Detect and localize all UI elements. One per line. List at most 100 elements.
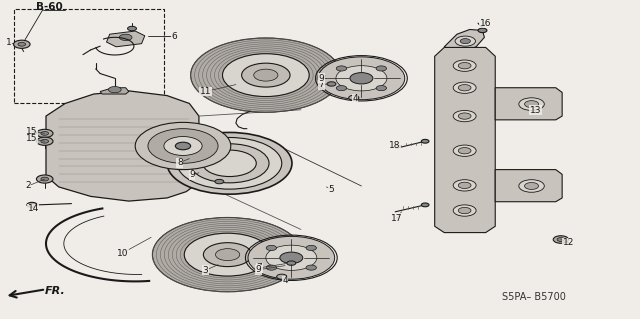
Bar — [14, 9, 164, 103]
Circle shape — [453, 205, 476, 216]
Text: 13: 13 — [530, 106, 541, 115]
Polygon shape — [435, 48, 495, 233]
Circle shape — [553, 236, 568, 243]
Circle shape — [458, 63, 471, 69]
Text: 15: 15 — [26, 134, 38, 143]
Polygon shape — [444, 29, 484, 51]
Circle shape — [280, 252, 303, 263]
Circle shape — [318, 57, 404, 100]
Text: 18: 18 — [390, 141, 401, 150]
Text: 14: 14 — [28, 204, 39, 213]
Circle shape — [276, 274, 287, 279]
Text: 9: 9 — [189, 170, 195, 180]
Circle shape — [306, 265, 316, 270]
Circle shape — [376, 85, 387, 91]
Circle shape — [108, 86, 121, 93]
Circle shape — [175, 142, 191, 150]
Polygon shape — [100, 88, 129, 94]
Circle shape — [223, 54, 309, 97]
Circle shape — [453, 110, 476, 122]
Text: 9: 9 — [255, 265, 261, 274]
Text: B-60: B-60 — [36, 3, 63, 12]
Circle shape — [336, 85, 347, 91]
Circle shape — [216, 249, 240, 261]
Circle shape — [18, 42, 26, 46]
Text: 3: 3 — [202, 266, 208, 275]
Circle shape — [41, 139, 49, 143]
Circle shape — [287, 261, 296, 265]
Circle shape — [36, 137, 53, 145]
Circle shape — [152, 218, 303, 292]
Circle shape — [27, 202, 37, 207]
Circle shape — [336, 66, 387, 91]
Polygon shape — [46, 91, 199, 201]
Circle shape — [458, 207, 471, 214]
Polygon shape — [495, 88, 562, 120]
Text: 4: 4 — [282, 276, 288, 285]
Circle shape — [177, 137, 282, 189]
Circle shape — [421, 203, 429, 207]
Circle shape — [248, 236, 335, 279]
Circle shape — [557, 238, 564, 241]
Text: 16: 16 — [480, 19, 492, 28]
Circle shape — [266, 245, 317, 271]
Text: 8: 8 — [177, 158, 182, 167]
Circle shape — [253, 69, 278, 81]
Circle shape — [478, 28, 487, 33]
Circle shape — [13, 40, 30, 48]
Circle shape — [458, 182, 471, 189]
Text: 7: 7 — [318, 80, 324, 89]
Circle shape — [458, 85, 471, 91]
Text: 6: 6 — [172, 32, 177, 41]
Text: FR.: FR. — [45, 286, 66, 296]
Circle shape — [119, 34, 132, 41]
Text: 10: 10 — [116, 249, 128, 257]
Circle shape — [242, 63, 290, 87]
Circle shape — [336, 66, 347, 71]
Circle shape — [164, 137, 202, 155]
Text: 7: 7 — [257, 263, 262, 272]
Circle shape — [266, 265, 276, 270]
Text: 2: 2 — [26, 182, 31, 190]
Circle shape — [453, 82, 476, 93]
Circle shape — [203, 150, 256, 176]
Circle shape — [525, 100, 539, 108]
Circle shape — [135, 122, 231, 170]
Circle shape — [349, 95, 359, 100]
Circle shape — [41, 131, 49, 135]
Text: 11: 11 — [200, 87, 211, 96]
Circle shape — [458, 113, 471, 119]
Polygon shape — [495, 170, 562, 202]
Circle shape — [519, 180, 544, 192]
Circle shape — [519, 98, 544, 110]
Circle shape — [525, 182, 539, 189]
Circle shape — [191, 38, 341, 112]
Circle shape — [455, 36, 476, 46]
Circle shape — [266, 245, 276, 250]
Circle shape — [41, 177, 49, 181]
Circle shape — [421, 139, 429, 143]
Circle shape — [190, 144, 269, 183]
Text: 1: 1 — [6, 38, 12, 47]
Text: 4: 4 — [352, 94, 358, 103]
Circle shape — [36, 129, 53, 137]
Circle shape — [148, 129, 218, 163]
Circle shape — [204, 243, 252, 267]
Text: 9: 9 — [318, 74, 324, 83]
Polygon shape — [106, 31, 145, 47]
Circle shape — [127, 26, 136, 31]
Circle shape — [167, 132, 292, 194]
Circle shape — [460, 39, 470, 44]
Circle shape — [453, 180, 476, 191]
Text: S5PA– B5700: S5PA– B5700 — [502, 292, 565, 302]
Circle shape — [376, 66, 387, 71]
Circle shape — [453, 60, 476, 71]
Circle shape — [453, 145, 476, 156]
Circle shape — [458, 148, 471, 154]
Text: 15: 15 — [26, 127, 38, 136]
Circle shape — [184, 233, 271, 276]
Circle shape — [215, 179, 224, 184]
Text: 5: 5 — [328, 185, 334, 194]
Circle shape — [36, 175, 53, 183]
Circle shape — [327, 82, 336, 86]
